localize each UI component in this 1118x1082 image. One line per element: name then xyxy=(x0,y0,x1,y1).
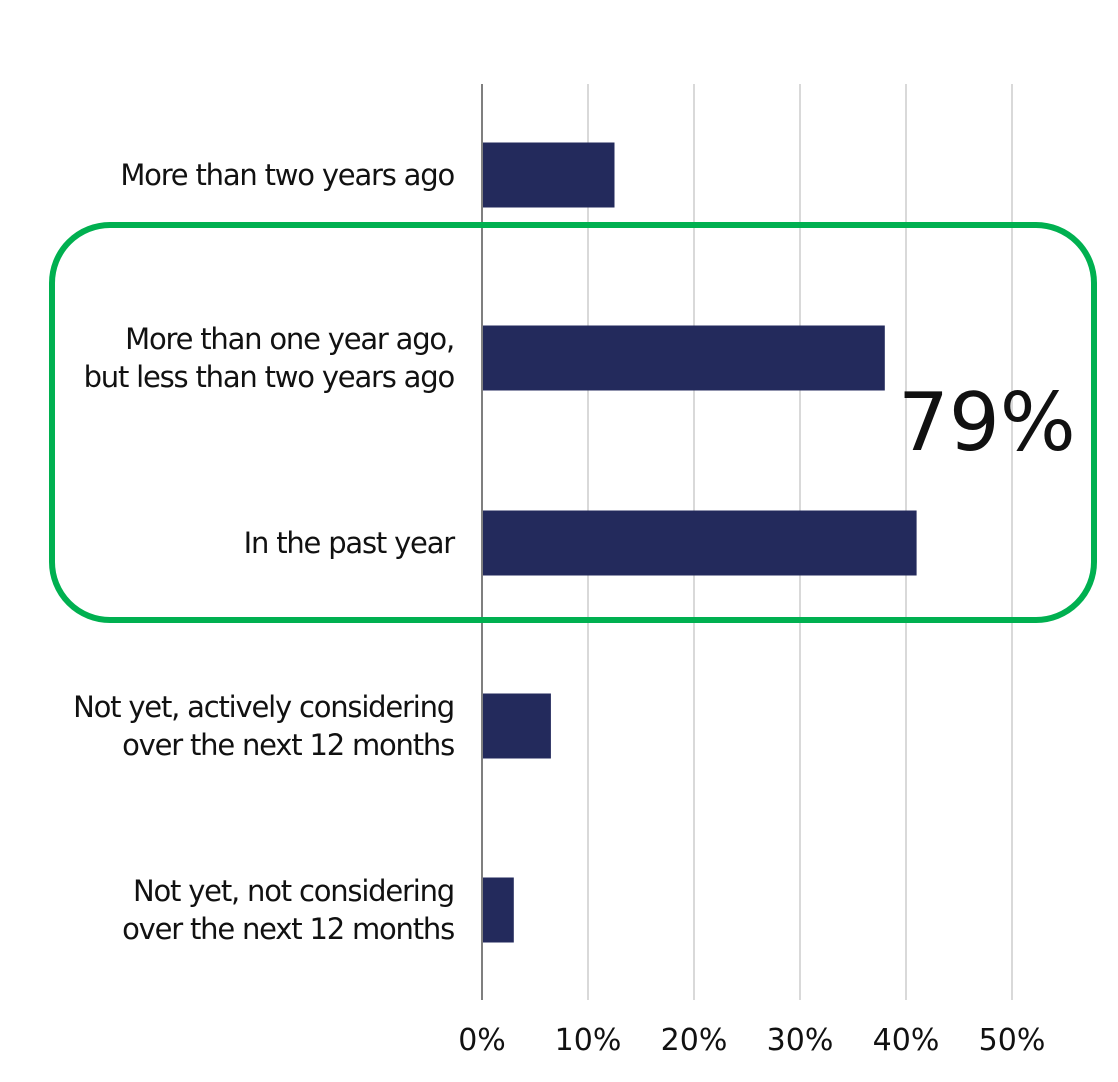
bar xyxy=(482,325,885,391)
x-tick-label: 20% xyxy=(661,1023,728,1058)
category-labels: More than two years ago More than one yea… xyxy=(73,158,456,946)
x-tick-label: 30% xyxy=(767,1023,834,1058)
category-label-line: Not yet, actively considering xyxy=(73,690,454,724)
category-label: More than one year ago, but less than two… xyxy=(84,322,455,394)
category-label-line: In the past year xyxy=(244,526,456,560)
x-tick-label: 50% xyxy=(979,1023,1046,1058)
highlight-box xyxy=(49,222,1097,623)
category-label-line: over the next 12 months xyxy=(122,912,454,946)
category-label-line: Not yet, not considering xyxy=(133,874,454,908)
x-tick-label: 40% xyxy=(873,1023,940,1058)
category-label: In the past year xyxy=(244,526,456,560)
x-tick-label: 0% xyxy=(458,1023,506,1058)
bar xyxy=(482,877,514,943)
highlight-label: 79% xyxy=(898,376,1076,469)
bar xyxy=(482,693,551,759)
x-tick-label: 10% xyxy=(555,1023,622,1058)
x-tick-labels: 0% 10% 20% 30% 40% 50% xyxy=(458,1023,1045,1058)
category-label-line: More than two years ago xyxy=(120,158,454,192)
category-label: More than two years ago xyxy=(120,158,454,192)
bar-group xyxy=(482,142,917,943)
category-label-line: but less than two years ago xyxy=(84,360,455,394)
category-label: Not yet, not considering over the next 12… xyxy=(122,874,454,946)
bar xyxy=(482,142,615,208)
bar xyxy=(482,510,917,576)
category-label-line: More than one year ago, xyxy=(125,322,454,356)
category-label: Not yet, actively considering over the ne… xyxy=(73,690,454,762)
category-label-line: over the next 12 months xyxy=(122,728,454,762)
